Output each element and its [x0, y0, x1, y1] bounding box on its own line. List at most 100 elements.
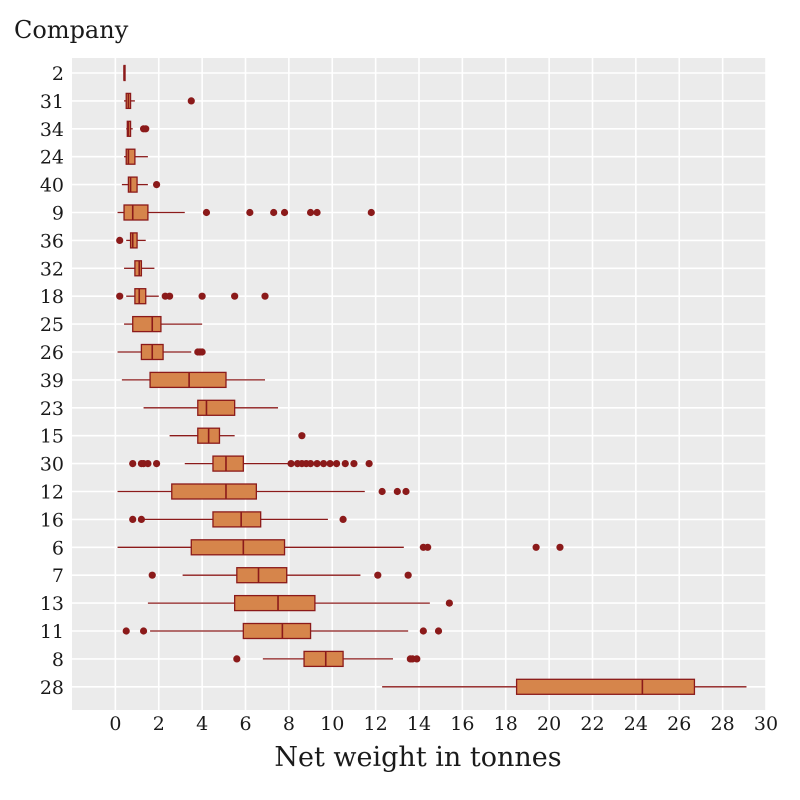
iqr-box — [190, 539, 286, 556]
outlier-point — [116, 236, 124, 244]
outlier-point — [532, 543, 540, 551]
outlier-point — [187, 97, 195, 105]
x-tick-label: 6 — [239, 713, 251, 735]
outlier-point — [419, 627, 427, 635]
y-tick-label: 12 — [40, 482, 64, 504]
outlier-point — [556, 543, 564, 551]
x-axis-title: Net weight in tonnes — [274, 742, 561, 773]
y-tick-label: 30 — [40, 454, 64, 476]
box-group-company-11 — [122, 622, 443, 640]
y-tick-label: 8 — [52, 649, 64, 671]
y-tick-label: 2 — [52, 63, 64, 85]
box-group-company-12 — [117, 483, 410, 500]
x-tick-label: 14 — [407, 713, 431, 735]
box-group-company-7 — [148, 567, 412, 584]
box-group-company-18 — [116, 288, 269, 305]
x-tick-label: 2 — [153, 713, 165, 735]
outlier-point — [404, 571, 412, 579]
outlier-point — [165, 292, 174, 300]
iqr-box — [197, 399, 236, 416]
outlier-point — [129, 460, 137, 468]
y-tick-label: 24 — [40, 147, 64, 169]
outlier-point — [142, 125, 150, 133]
x-tick-label: 30 — [754, 713, 778, 735]
iqr-box — [127, 176, 138, 193]
y-tick-label: 11 — [40, 621, 64, 643]
x-tick-label: 24 — [624, 713, 648, 735]
x-tick-label: 8 — [283, 713, 295, 735]
box-group-company-30 — [129, 455, 373, 472]
box-group-company-36 — [116, 232, 146, 249]
box-group-company-31 — [124, 92, 195, 110]
outlier-point — [313, 460, 321, 468]
outlier-point — [445, 599, 453, 607]
y-tick-label: 16 — [40, 509, 64, 531]
iqr-box — [125, 148, 136, 165]
box-group-company-15 — [169, 427, 306, 444]
box-group-company-25 — [124, 315, 203, 333]
outlier-point — [152, 460, 161, 468]
outlier-point — [434, 627, 443, 635]
outlier-point — [122, 627, 130, 635]
iqr-box — [303, 650, 344, 668]
outlier-point — [198, 348, 206, 356]
outlier-point — [137, 515, 145, 524]
grid-lines — [72, 58, 767, 710]
outlier-point — [261, 292, 269, 300]
box-group-company-6 — [117, 539, 564, 556]
y-tick-label: 7 — [52, 565, 64, 587]
outlier-point — [198, 292, 206, 300]
outlier-point — [365, 460, 373, 468]
outlier-point — [393, 487, 401, 496]
outlier-point — [402, 487, 410, 496]
y-tick-label: 13 — [40, 593, 64, 615]
y-tick-label: 28 — [40, 677, 64, 699]
y-tick-label: 6 — [52, 537, 64, 559]
x-tick-label: 20 — [537, 713, 561, 735]
x-tick-label: 12 — [364, 713, 388, 735]
iqr-box — [234, 594, 316, 612]
outlier-point — [280, 208, 289, 217]
box-group-company-39 — [121, 371, 266, 389]
outlier-point — [152, 181, 161, 189]
x-tick-label: 18 — [494, 713, 518, 735]
box-group-company-2 — [123, 64, 126, 82]
x-tick-labels: 0 2 4 6 8 10 12 14 16 18 20 22 24 26 28 30 — [109, 713, 778, 735]
y-tick-label: 15 — [40, 426, 64, 448]
y-tick-label: 39 — [40, 370, 64, 392]
y-tick-label: 26 — [40, 342, 64, 364]
y-tick-label: 25 — [40, 314, 64, 336]
outlier-point — [129, 515, 137, 524]
box-group-company-9 — [117, 204, 375, 221]
outlier-point — [326, 460, 334, 468]
outlier-point — [378, 487, 386, 496]
y-tick-label: 9 — [52, 203, 64, 225]
outlier-point — [332, 460, 341, 468]
y-tick-label: 36 — [40, 230, 64, 252]
outlier-point — [424, 543, 432, 551]
x-tick-label: 28 — [711, 713, 735, 735]
iqr-box — [129, 232, 138, 249]
outlier-point — [144, 460, 152, 468]
outlier-point — [233, 655, 241, 663]
outlier-point — [287, 460, 295, 468]
x-tick-label: 10 — [320, 713, 344, 735]
y-tick-label: 18 — [40, 286, 64, 308]
box-group-company-8 — [233, 650, 421, 668]
x-tick-label: 4 — [196, 713, 208, 735]
outlier-point — [341, 460, 349, 468]
outlier-point — [306, 208, 315, 217]
outlier-point — [148, 571, 156, 579]
y-axis-title: Company — [14, 16, 129, 44]
outlier-point — [202, 208, 211, 217]
y-tick-label: 34 — [40, 119, 64, 141]
iqr-box — [123, 204, 149, 221]
outlier-point — [350, 460, 358, 468]
iqr-box — [132, 315, 162, 333]
x-tick-label: 16 — [450, 713, 474, 735]
box-group-company-26 — [117, 343, 206, 361]
box-group-company-34 — [126, 120, 150, 137]
box-group-company-32 — [124, 260, 155, 277]
outlier-point — [367, 208, 375, 217]
